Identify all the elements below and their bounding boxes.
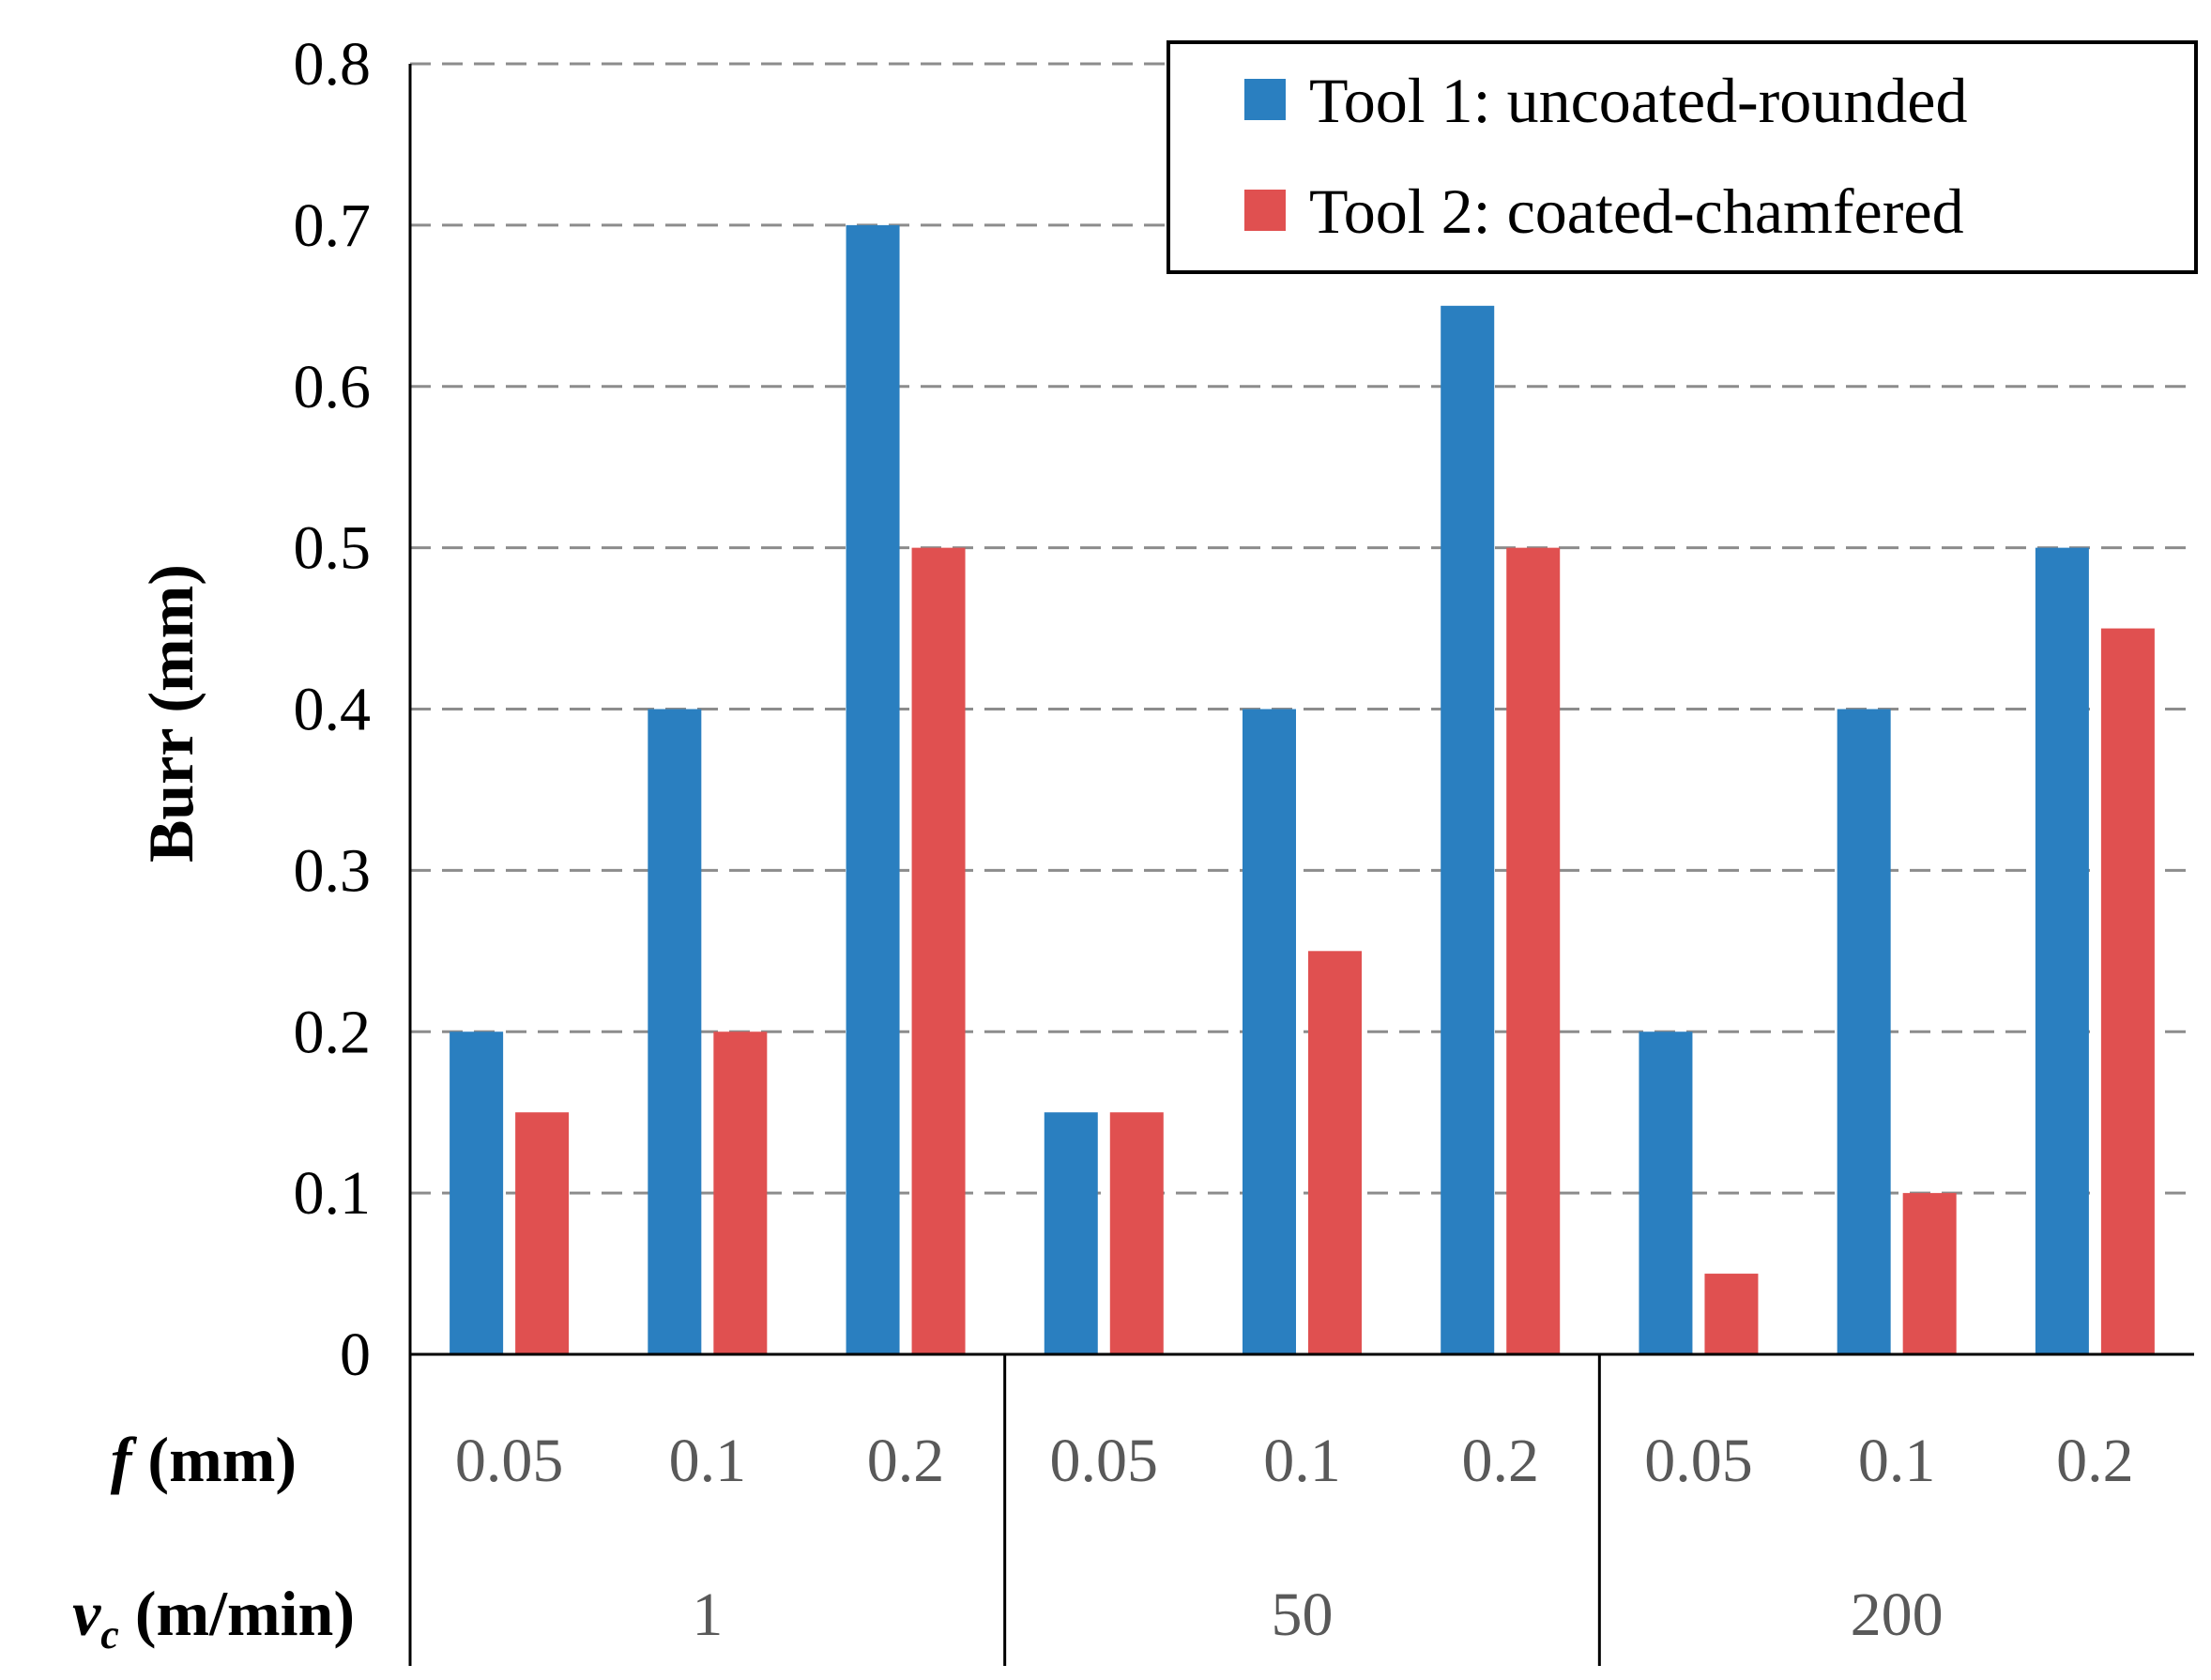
bar-tool1 [1639,1031,1693,1354]
f-value-label: 0.2 [2056,1427,2134,1495]
bar-tool2 [1308,951,1362,1354]
vc-row-label: vc (m/min) [72,1578,355,1657]
bar-tool1 [1044,1112,1098,1354]
axes [408,64,2194,1666]
bar-tool1 [648,709,702,1354]
legend-label: Tool 2: coated-chamfered [1309,176,1964,247]
y-tick-label: 0.8 [294,30,372,99]
bar-tool1 [1243,709,1296,1354]
row-labels: f (mm) vc (m/min) [72,1424,355,1657]
bars [450,224,2155,1354]
f-value-label: 0.2 [1461,1427,1539,1495]
f-value-label: 0.05 [1644,1427,1753,1495]
f-value-label: 0.05 [455,1427,564,1495]
bar-tool2 [713,1031,768,1354]
y-tick-label: 0 [340,1321,371,1389]
y-tick-label: 0.3 [294,836,372,905]
y-tick-label: 0.1 [294,1159,372,1228]
legend-label: Tool 1: uncoated-rounded [1309,65,1967,136]
bar-tool1 [1837,709,1891,1354]
vc-value-label: 50 [1272,1581,1334,1649]
bar-tool2 [515,1112,570,1354]
bar-tool2 [911,547,966,1354]
bar-tool1 [846,224,900,1354]
y-axis-ticks: 0 0.1 0.2 0.3 0.4 0.5 0.6 0.7 0.8 [294,30,372,1389]
bar-tool2 [2100,628,2155,1354]
y-tick-label: 0.7 [294,191,372,260]
y-tick-label: 0.4 [294,676,372,744]
y-tick-label: 0.2 [294,998,372,1066]
bar-tool2 [1109,1112,1164,1354]
y-axis-label: Burr (mm) [135,564,206,863]
bar-tool2 [1506,547,1561,1354]
f-row-label: f (mm) [111,1424,297,1495]
y-tick-label: 0.5 [294,514,372,583]
f-value-label: 0.1 [669,1427,747,1495]
bar-tool2 [1704,1274,1759,1354]
f-value-label: 0.2 [867,1427,945,1495]
category-table: 0.05 0.1 0.2 1 0.05 0.1 0.2 50 0.05 0.1 0.2 200 [455,1354,2134,1666]
y-tick-label: 0.6 [294,353,372,421]
bar-tool1 [1441,305,1495,1354]
f-value-label: 0.1 [1263,1427,1341,1495]
legend: Tool 1: uncoated-rounded Tool 2: coated-c… [1166,40,2198,274]
bar-tool1 [450,1031,504,1354]
bar-tool2 [1902,1193,1957,1354]
f-value-label: 0.1 [1858,1427,1936,1495]
bar-tool1 [2035,547,2089,1354]
f-value-label: 0.05 [1050,1427,1159,1495]
legend-swatch [1244,190,1286,231]
vc-value-label: 1 [692,1581,723,1649]
legend-swatch [1244,79,1286,120]
vc-value-label: 200 [1851,1581,1944,1649]
legend-box [1166,40,2198,274]
